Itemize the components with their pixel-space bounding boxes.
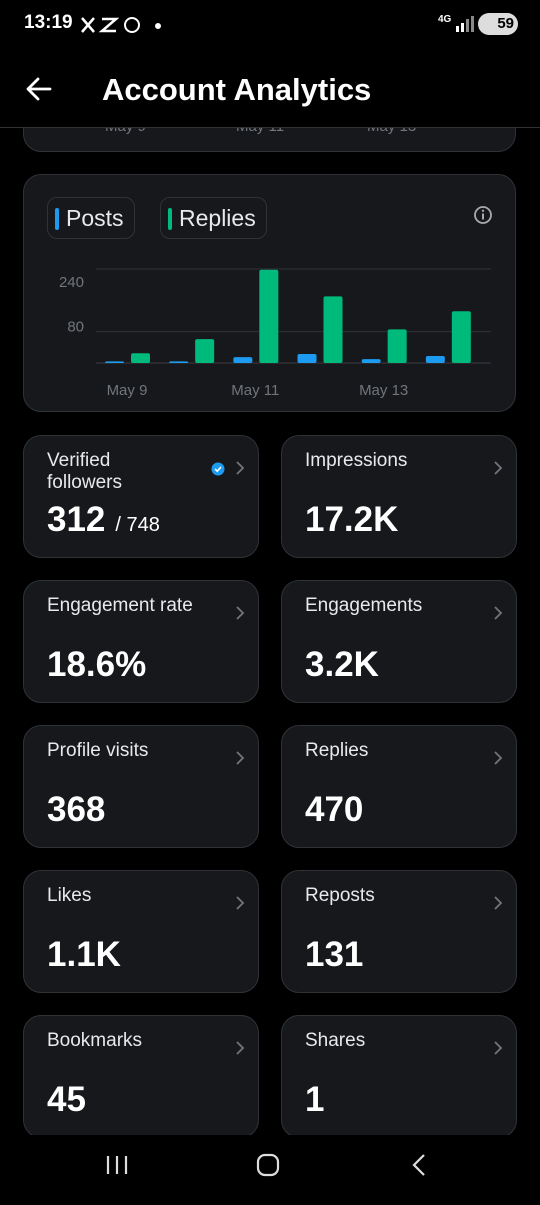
legend-label: Replies <box>179 205 256 231</box>
chevron <box>236 606 245 620</box>
stat-number: 470 <box>305 790 364 829</box>
bar <box>233 357 253 363</box>
signal-icon <box>456 16 474 32</box>
bar-chart: 80 240 May 9 May 11 May 13 <box>59 268 491 399</box>
chart-card: Posts Replies 80 240 May 9 May 11 May 13 <box>23 174 516 412</box>
notification-icons <box>81 17 161 33</box>
x-tick-label: May 11 <box>231 382 279 399</box>
chevron <box>236 1041 245 1055</box>
recents-button[interactable] <box>106 1156 128 1174</box>
stat-label: Bookmarks <box>47 1030 143 1051</box>
nav-buttons <box>106 1153 425 1177</box>
stat-number: 45 <box>47 1080 86 1119</box>
stat-value: 3.2K <box>305 645 379 685</box>
bar <box>105 361 124 363</box>
stat-number: 368 <box>47 790 106 829</box>
stat-value: 18.6% <box>47 645 146 685</box>
back-button[interactable] <box>26 76 54 102</box>
stat-label: Engagements <box>305 595 423 616</box>
stat-card[interactable]: Impressions 17.2K <box>281 435 517 558</box>
clock: 13:19 <box>24 12 73 33</box>
back-nav-button[interactable] <box>412 1154 425 1176</box>
info-button[interactable] <box>472 204 494 226</box>
bar <box>297 353 317 363</box>
stat-card[interactable]: Replies 470 <box>281 725 517 848</box>
stat-value: 1 <box>305 1080 324 1120</box>
x-tick-label: May 9 <box>107 382 148 399</box>
chevron <box>236 751 245 765</box>
stat-label: Reposts <box>305 885 375 906</box>
top-bar: Account Analytics <box>0 56 540 128</box>
stat-number: 18.6% <box>47 645 147 684</box>
stat-number: 17.2K <box>305 500 399 539</box>
y-tick-label: 240 <box>59 274 84 291</box>
status-bar: 13:19 4G 59 <box>0 0 540 48</box>
stat-number: 312 <box>47 500 106 539</box>
legend-item[interactable]: Posts <box>47 197 135 239</box>
chevron <box>494 751 503 765</box>
stat-number: 1 <box>305 1080 325 1119</box>
home-button[interactable] <box>256 1153 280 1177</box>
bar <box>387 329 407 363</box>
chevron <box>494 896 503 910</box>
stat-label: Shares <box>305 1030 366 1051</box>
stat-card[interactable]: Profile visits 368 <box>23 725 259 848</box>
stat-value: 45 <box>47 1080 86 1120</box>
chevron <box>494 1041 503 1055</box>
stat-label: Engagement rate <box>47 595 193 616</box>
chevron <box>494 606 503 620</box>
stat-card[interactable]: Engagement rate 18.6% <box>23 580 259 703</box>
legend-item[interactable]: Replies <box>160 197 267 239</box>
stat-label: Profile visits <box>47 740 149 761</box>
stat-value: 1.1K <box>47 935 121 975</box>
bar <box>361 359 381 363</box>
verified-badge <box>211 462 225 476</box>
network-type: 4G <box>438 14 452 25</box>
stat-label: Impressions <box>305 450 408 471</box>
page-title: Account Analytics <box>102 72 372 107</box>
stat-number: 1.1K <box>47 935 121 974</box>
bar <box>323 296 343 363</box>
stat-card[interactable]: Bookmarks 45 <box>23 1015 259 1138</box>
stat-value: 312 / 748 <box>47 500 160 540</box>
stat-number: 131 <box>305 935 364 974</box>
bar <box>131 353 150 363</box>
chevron <box>494 461 503 475</box>
stat-card[interactable]: Shares 1 <box>281 1015 517 1138</box>
battery: 59 <box>478 13 518 35</box>
bar <box>451 311 471 363</box>
stat-total: / 748 <box>115 514 160 536</box>
bar <box>195 339 215 363</box>
stat-label: Likes <box>47 885 92 906</box>
legend-label: Posts <box>66 205 124 231</box>
y-tick-label: 80 <box>67 319 84 336</box>
stat-card[interactable]: Verified followers 312 / 748 <box>23 435 259 558</box>
stat-number: 3.2K <box>305 645 379 684</box>
bar <box>169 361 189 363</box>
system-nav-bar <box>0 1135 540 1200</box>
bar <box>259 269 279 363</box>
x-tick-label: May 13 <box>359 382 408 399</box>
bar <box>425 355 445 363</box>
stat-card[interactable]: Likes 1.1K <box>23 870 259 993</box>
stat-label: Verified followers <box>47 450 122 493</box>
stat-value: 17.2K <box>305 500 398 540</box>
stat-label: Replies <box>305 740 369 761</box>
stat-value: 368 <box>47 790 105 830</box>
stat-card[interactable]: Engagements 3.2K <box>281 580 517 703</box>
stat-card[interactable]: Reposts 131 <box>281 870 517 993</box>
stat-value: 470 <box>305 790 363 830</box>
chevron <box>236 461 245 475</box>
chevron <box>236 896 245 910</box>
stat-value: 131 <box>305 935 363 975</box>
